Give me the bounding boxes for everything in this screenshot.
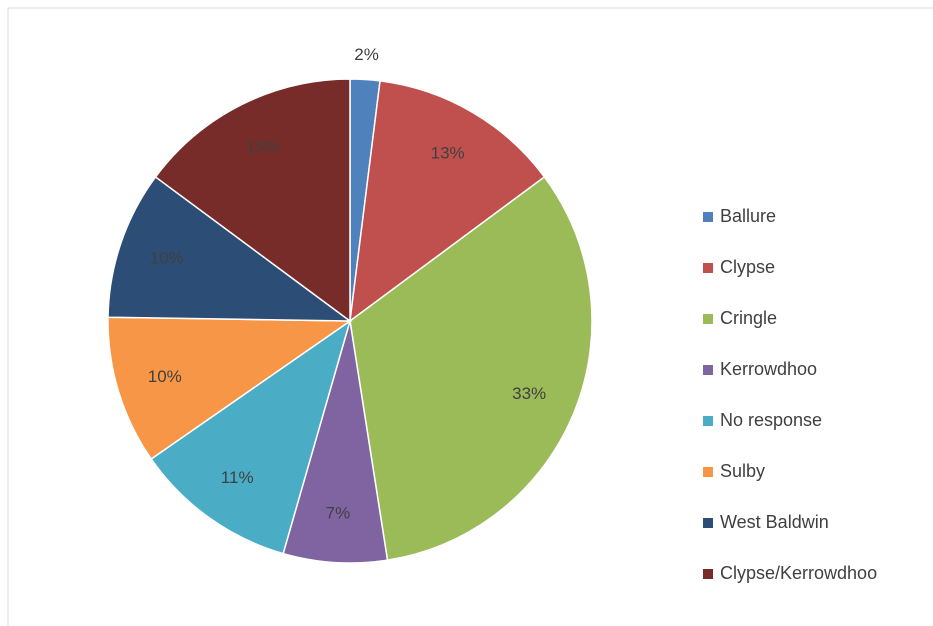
- pie-slice: [154, 78, 351, 323]
- data-label: 33%: [512, 384, 546, 403]
- legend-label: No response: [720, 410, 822, 430]
- data-label: 11%: [221, 468, 254, 487]
- pie-slice: [349, 80, 546, 323]
- data-label: 13%: [431, 143, 465, 162]
- pie-slice: [107, 175, 353, 322]
- legend-swatch: [703, 314, 713, 324]
- data-label: 10%: [150, 248, 184, 267]
- legend-swatch: [703, 467, 713, 477]
- pie-slice: [107, 316, 353, 460]
- legend-swatch: [703, 518, 713, 528]
- legend-label: West Baldwin: [720, 512, 829, 532]
- pie-slice: [150, 319, 352, 555]
- pie-slice: [282, 320, 389, 564]
- legend-label: Sulby: [720, 461, 765, 481]
- legend-swatch: [703, 212, 713, 222]
- legend-label: Ballure: [720, 206, 776, 226]
- data-label: 2%: [354, 45, 379, 64]
- legend-swatch: [703, 263, 713, 273]
- legend-label: Clypse/Kerrowdhoo: [720, 563, 877, 583]
- legend-label: Cringle: [720, 308, 777, 328]
- data-label: 10%: [148, 367, 182, 386]
- legend-label: Kerrowdhoo: [720, 359, 817, 379]
- legend-swatch: [703, 569, 713, 579]
- data-label: 7%: [326, 504, 351, 523]
- pie-slice: [349, 175, 593, 561]
- data-label: 15%: [246, 138, 280, 157]
- legend-swatch: [703, 365, 713, 375]
- legend-swatch: [703, 416, 713, 426]
- legend-label: Clypse: [720, 257, 775, 277]
